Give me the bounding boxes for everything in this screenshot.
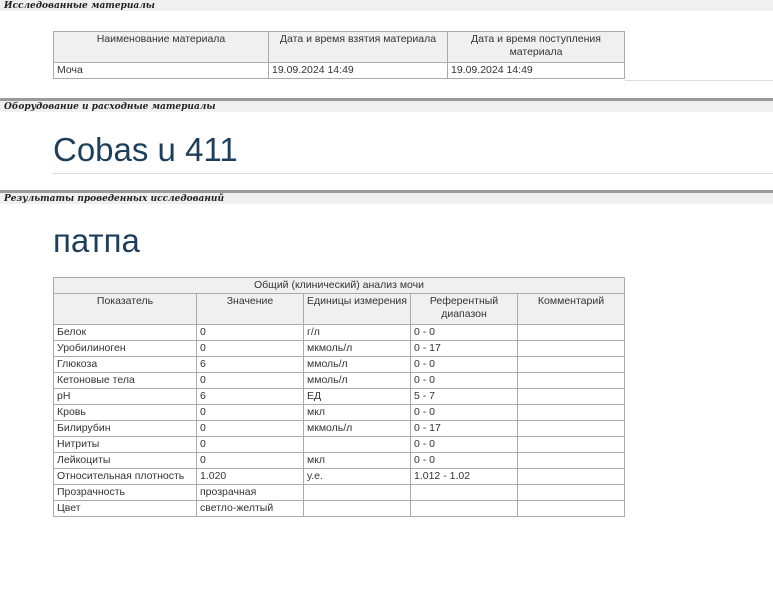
cell: г/л	[303, 324, 411, 341]
table-row: Уробилиноген 0 мкмоль/л 0 - 17	[53, 340, 625, 357]
cell: Глюкоза	[53, 356, 197, 373]
cell: 5 - 7	[410, 388, 518, 405]
table-row: Лейкоциты 0 мкл 0 - 0	[53, 452, 625, 469]
cell: 0	[196, 436, 304, 453]
col-header: Дата и время поступления материала	[447, 31, 625, 63]
cell: 1.020	[196, 468, 304, 485]
materials-table: Наименование материала Дата и время взят…	[53, 31, 625, 79]
analysis-table: Общий (клинический) анализ мочи Показате…	[53, 277, 625, 517]
cell: Лейкоциты	[53, 452, 197, 469]
cell: 0 - 17	[410, 420, 518, 437]
cell: 1.012 - 1.02	[410, 468, 518, 485]
table-row: Нитриты 0 0 - 0	[53, 436, 625, 453]
cell	[517, 484, 625, 501]
cell: Моча	[53, 62, 269, 79]
col-header: Дата и время взятия материала	[268, 31, 448, 63]
cell: 0 - 0	[410, 452, 518, 469]
cell: 19.09.2024 14:49	[447, 62, 625, 79]
cell: pH	[53, 388, 197, 405]
cell: ЕД	[303, 388, 411, 405]
cell: ммоль/л	[303, 372, 411, 389]
cell: прозрачная	[196, 484, 304, 501]
cell: Относительная плотность	[53, 468, 197, 485]
cell: Кровь	[53, 404, 197, 421]
cell	[303, 436, 411, 453]
table-row: Билирубин 0 мкмоль/л 0 - 17	[53, 420, 625, 437]
section-header-results: Результаты проведенных исследований	[0, 190, 773, 204]
section-header-equipment: Оборудование и расходные материалы	[0, 98, 773, 112]
table-row: Прозрачность прозрачная	[53, 484, 625, 501]
table-row: Относительная плотность 1.020 у.е. 1.012 - …	[53, 468, 625, 485]
cell: 0 - 0	[410, 356, 518, 373]
cell	[303, 484, 411, 501]
cell: мкл	[303, 404, 411, 421]
cell: 0 - 0	[410, 436, 518, 453]
cell: у.е.	[303, 468, 411, 485]
table-row: Глюкоза 6 ммоль/л 0 - 0	[53, 356, 625, 373]
cell	[517, 356, 625, 373]
cell: Белок	[53, 324, 197, 341]
cell: 0	[196, 420, 304, 437]
cell: 0 - 0	[410, 372, 518, 389]
results-title: патпа	[53, 222, 140, 259]
cell	[517, 436, 625, 453]
table-row: Кетоновые тела 0 ммоль/л 0 - 0	[53, 372, 625, 389]
cell	[517, 452, 625, 469]
cell: Цвет	[53, 500, 197, 517]
cell	[517, 324, 625, 341]
cell: 0	[196, 340, 304, 357]
cell	[410, 500, 518, 517]
cell: 0	[196, 324, 304, 341]
cell: Кетоновые тела	[53, 372, 197, 389]
col-header: Референтный диапазон	[410, 293, 518, 325]
table-row: Белок 0 г/л 0 - 0	[53, 324, 625, 341]
cell	[517, 404, 625, 421]
cell: 0 - 17	[410, 340, 518, 357]
cell	[517, 388, 625, 405]
col-header: Наименование материала	[53, 31, 269, 63]
cell: Прозрачность	[53, 484, 197, 501]
cell	[517, 372, 625, 389]
cell	[517, 468, 625, 485]
cell	[517, 500, 625, 517]
col-header: Комментарий	[517, 293, 625, 325]
cell: 6	[196, 356, 304, 373]
cell: ммоль/л	[303, 356, 411, 373]
cell: Билирубин	[53, 420, 197, 437]
col-header: Показатель	[53, 293, 197, 325]
cell	[410, 484, 518, 501]
table-row: pH 6 ЕД 5 - 7	[53, 388, 625, 405]
cell	[303, 500, 411, 517]
cell: Нитриты	[53, 436, 197, 453]
cell: 0 - 0	[410, 324, 518, 341]
table-row: Моча 19.09.2024 14:49 19.09.2024 14:49	[53, 62, 625, 79]
cell: мкмоль/л	[303, 420, 411, 437]
cell: 6	[196, 388, 304, 405]
cell	[517, 340, 625, 357]
table-row: Кровь 0 мкл 0 - 0	[53, 404, 625, 421]
cell: мкмоль/л	[303, 340, 411, 357]
col-header: Значение	[196, 293, 304, 325]
cell: 0 - 0	[410, 404, 518, 421]
cell: Уробилиноген	[53, 340, 197, 357]
cell: мкл	[303, 452, 411, 469]
cell: 0	[196, 452, 304, 469]
equipment-name: Cobas u 411	[53, 131, 238, 168]
table-title: Общий (клинический) анализ мочи	[53, 277, 625, 294]
cell	[517, 420, 625, 437]
cell: 0	[196, 372, 304, 389]
col-header: Единицы измерения	[303, 293, 411, 325]
cell: светло-желтый	[196, 500, 304, 517]
cell: 19.09.2024 14:49	[268, 62, 448, 79]
table-row: Цвет светло-желтый	[53, 500, 625, 517]
cell: 0	[196, 404, 304, 421]
section-header-materials: Исследованные материалы	[0, 0, 773, 11]
